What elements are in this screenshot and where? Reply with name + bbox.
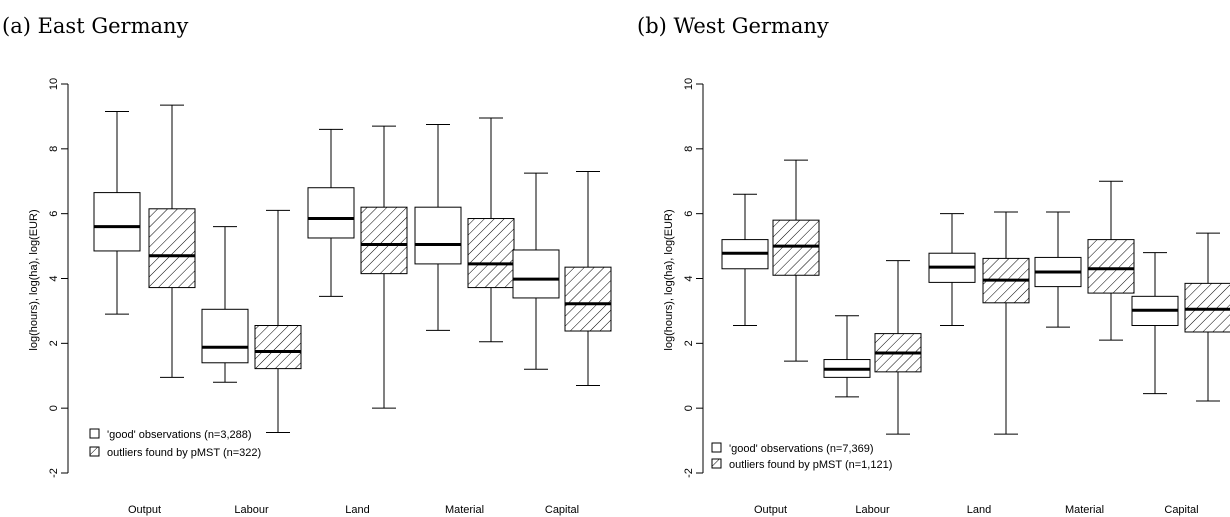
legend-swatch bbox=[711, 458, 722, 469]
legend-swatch bbox=[711, 442, 722, 453]
y-axis-label: log(hours), log(ha), log(EUR) bbox=[663, 209, 675, 350]
legend-swatch bbox=[89, 428, 100, 439]
iqr-box bbox=[564, 266, 612, 332]
box-output-plain bbox=[93, 111, 141, 315]
category-label: Labour bbox=[234, 504, 269, 516]
iqr-box bbox=[1087, 239, 1135, 294]
iqr-box bbox=[772, 219, 820, 276]
box-land-hatched bbox=[360, 125, 408, 409]
iqr-box bbox=[1184, 282, 1230, 333]
y-tick-label: 8 bbox=[48, 146, 60, 152]
legend: 'good' observations (n=7,369) outliers fo… bbox=[711, 442, 892, 471]
iqr-box bbox=[254, 325, 302, 370]
category-label: Land bbox=[345, 504, 369, 516]
legend-entry: 'good' observations (n=7,369) bbox=[729, 443, 874, 455]
box-land-hatched bbox=[982, 211, 1030, 435]
y-tick-label: 6 bbox=[48, 211, 60, 217]
iqr-box bbox=[414, 206, 462, 265]
box-labour-hatched bbox=[254, 209, 302, 433]
category-label: Land bbox=[967, 504, 991, 516]
box-capital-hatched bbox=[1184, 232, 1230, 402]
legend-entry: 'good' observations (n=3,288) bbox=[107, 429, 252, 441]
legend: 'good' observations (n=3,288) outliers fo… bbox=[89, 428, 261, 459]
box-land-plain bbox=[307, 128, 355, 297]
box-material-hatched bbox=[1087, 180, 1135, 341]
box-labour-plain bbox=[201, 226, 249, 383]
box-capital-hatched bbox=[564, 171, 612, 386]
y-tick-label: 10 bbox=[683, 78, 695, 90]
y-tick-label: -2 bbox=[683, 468, 695, 478]
iqr-box bbox=[201, 308, 249, 364]
panel-west-germany: (b) West Germany log(hours), log(ha), lo… bbox=[637, 14, 1230, 516]
y-axis-label: log(hours), log(ha), log(EUR) bbox=[28, 209, 40, 350]
category-label: Output bbox=[754, 504, 787, 516]
boxes bbox=[721, 159, 1230, 435]
iqr-box bbox=[307, 187, 355, 239]
category-label: Labour bbox=[855, 504, 890, 516]
box-capital-plain bbox=[1131, 252, 1179, 395]
category-label: Output bbox=[128, 504, 161, 516]
legend-entry: outliers found by pMST (n=322) bbox=[107, 447, 261, 459]
y-tick-label: 10 bbox=[48, 78, 60, 90]
box-output-hatched bbox=[772, 159, 820, 362]
box-material-plain bbox=[1034, 211, 1082, 328]
category-label: Material bbox=[445, 504, 484, 516]
box-output-hatched bbox=[148, 104, 196, 378]
y-tick-label: 0 bbox=[48, 405, 60, 411]
box-capital-plain bbox=[512, 172, 560, 370]
box-labour-plain bbox=[823, 315, 871, 398]
box-material-plain bbox=[414, 124, 462, 331]
iqr-box bbox=[93, 192, 141, 252]
category-label: Material bbox=[1065, 504, 1104, 516]
panel-east-germany: (a) East Germany log(hours), log(ha), lo… bbox=[2, 14, 612, 516]
y-tick-label: -2 bbox=[48, 468, 60, 478]
y-tick-label: 8 bbox=[683, 146, 695, 152]
legend-entry: outliers found by pMST (n=1,121) bbox=[729, 459, 892, 471]
y-tick-label: 4 bbox=[683, 275, 695, 281]
box-material-hatched bbox=[467, 117, 515, 343]
y-tick-label: 2 bbox=[683, 340, 695, 346]
legend-swatch bbox=[89, 446, 100, 457]
y-tick-label: 2 bbox=[48, 340, 60, 346]
box-labour-hatched bbox=[874, 260, 922, 435]
box-land-plain bbox=[928, 213, 976, 327]
iqr-box bbox=[467, 218, 515, 289]
panel-title: (a) East Germany bbox=[2, 14, 189, 38]
panel-title: (b) West Germany bbox=[637, 14, 829, 38]
y-axis: -2 0 2 4 6 8 10 bbox=[683, 78, 704, 478]
category-label: Capital bbox=[1164, 504, 1198, 516]
iqr-box bbox=[148, 208, 196, 289]
boxes bbox=[93, 104, 612, 433]
y-axis: -2 0 2 4 6 8 10 bbox=[48, 78, 69, 478]
y-tick-label: 0 bbox=[683, 405, 695, 411]
x-axis-categories: Output Labour Land Material Capital bbox=[128, 504, 579, 516]
y-tick-label: 4 bbox=[48, 275, 60, 281]
iqr-box bbox=[512, 249, 560, 299]
iqr-box bbox=[360, 206, 408, 275]
box-output-plain bbox=[721, 193, 769, 327]
x-axis-categories: Output Labour Land Material Capital bbox=[754, 504, 1199, 516]
y-tick-label: 6 bbox=[683, 211, 695, 217]
category-label: Capital bbox=[545, 504, 579, 516]
